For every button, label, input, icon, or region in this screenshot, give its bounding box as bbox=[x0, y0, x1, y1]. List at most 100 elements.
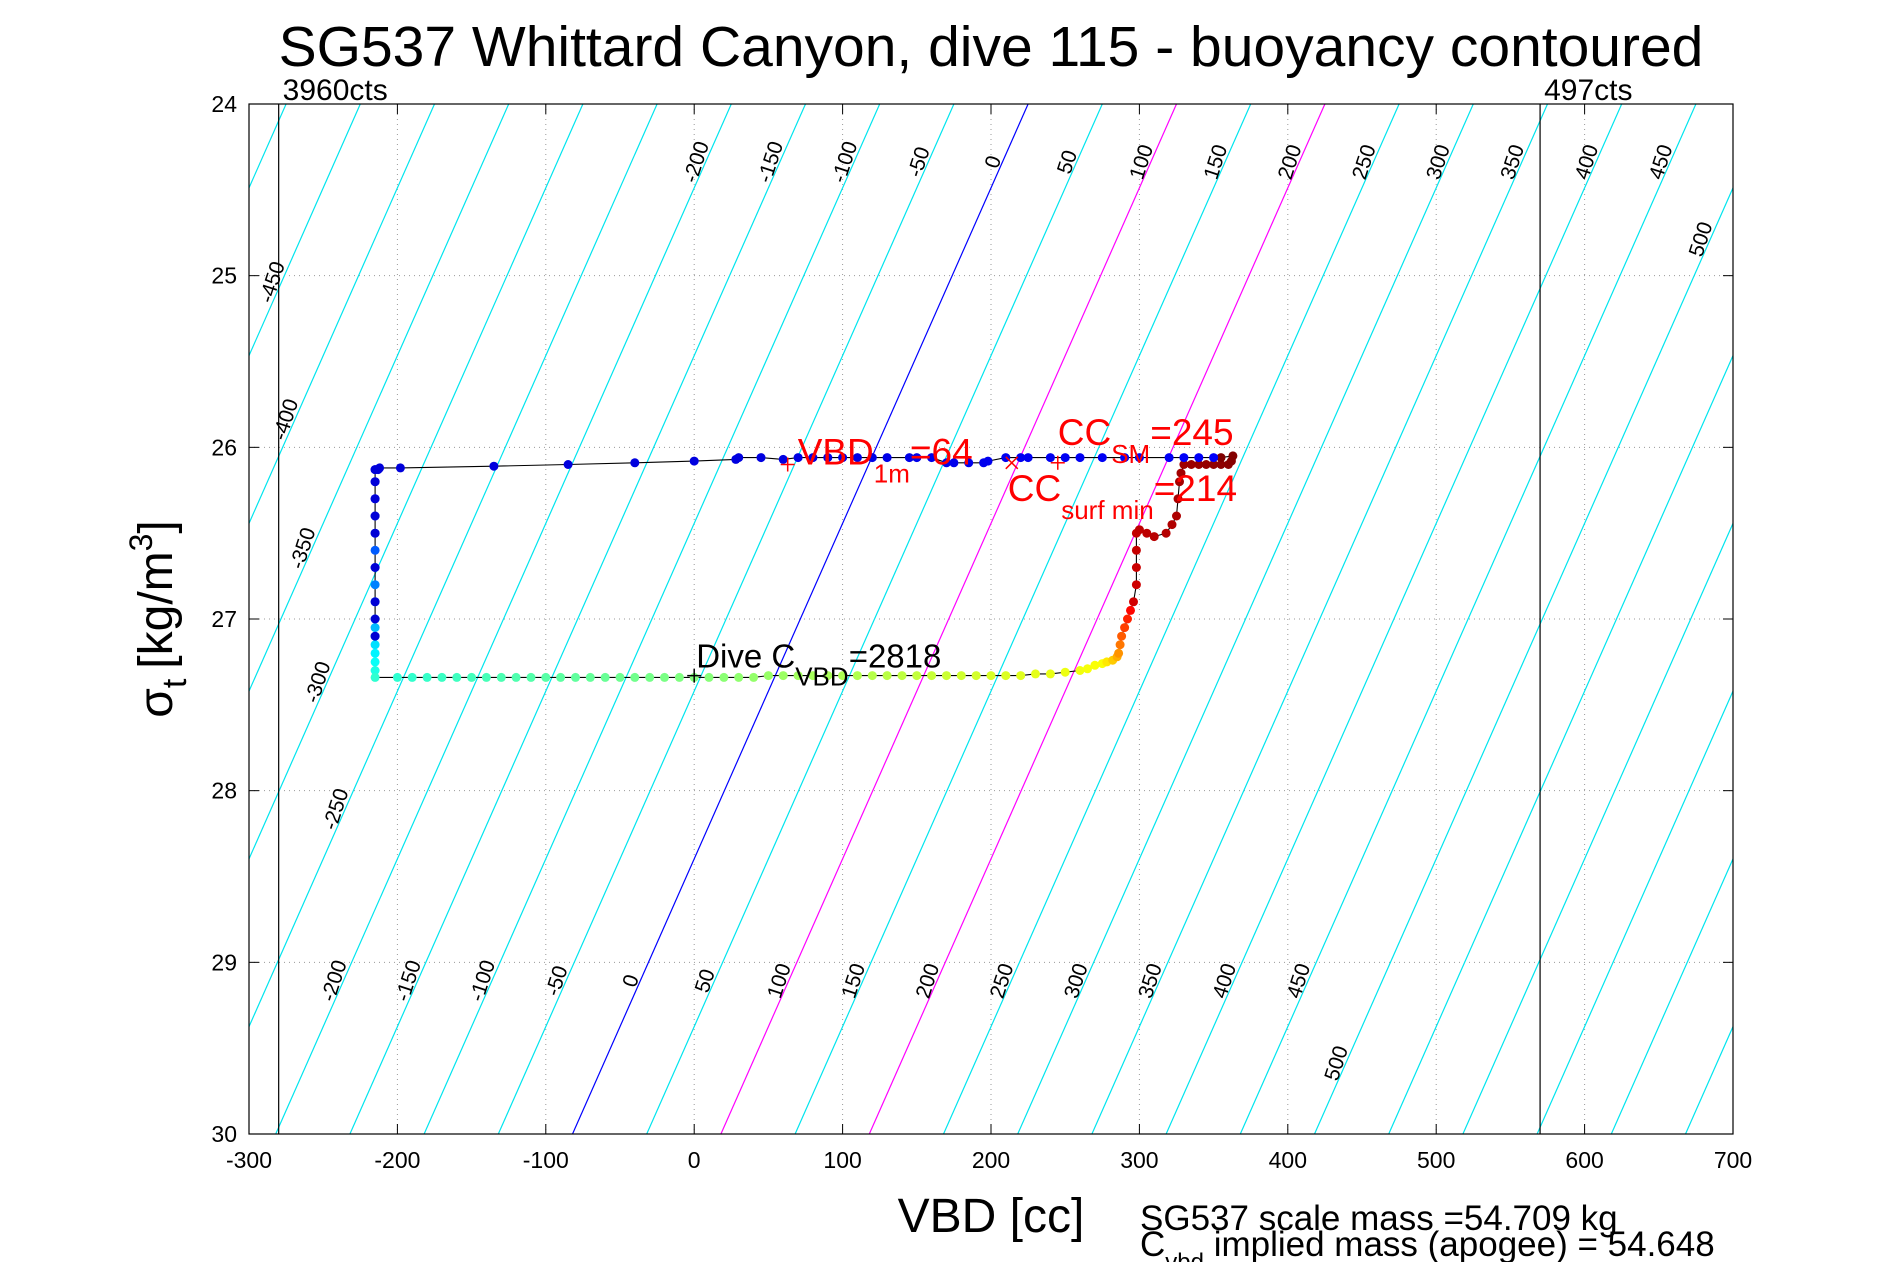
dive-point bbox=[467, 672, 477, 682]
dive-point bbox=[778, 454, 788, 464]
dive-point bbox=[489, 461, 499, 471]
dive-point bbox=[1175, 477, 1184, 487]
dive-point bbox=[615, 672, 625, 682]
dive-point bbox=[422, 672, 432, 682]
y-tick-label: 30 bbox=[211, 1121, 237, 1147]
dive-point bbox=[731, 454, 741, 464]
dive-point bbox=[912, 453, 922, 463]
dive-point bbox=[1179, 453, 1189, 463]
dive-point bbox=[852, 453, 862, 463]
contour-line bbox=[349, 104, 807, 1134]
dive-point bbox=[1186, 460, 1196, 469]
x-tick-label: 200 bbox=[972, 1147, 1010, 1173]
dive-point bbox=[882, 671, 892, 681]
y-tick-label: 29 bbox=[211, 949, 237, 975]
dive-point bbox=[823, 671, 833, 681]
dive-point bbox=[793, 671, 803, 681]
y-tick-label: 24 bbox=[211, 91, 237, 117]
buoyancy-contours bbox=[249, 104, 1733, 1134]
dive-point bbox=[1209, 460, 1219, 469]
dive-point bbox=[838, 453, 848, 463]
dive-point bbox=[370, 580, 380, 590]
dive-point bbox=[852, 671, 862, 681]
dive-point bbox=[370, 631, 380, 641]
contour-line bbox=[1017, 104, 1474, 1134]
contour-line bbox=[942, 104, 1400, 1134]
dive-point bbox=[407, 672, 417, 682]
implied-mass-text: Cvbd implied mass (apogee) = 54.648 bbox=[1140, 1225, 1715, 1262]
dive-point bbox=[511, 672, 521, 682]
dive-point bbox=[370, 648, 380, 658]
x-tick-label: -100 bbox=[523, 1147, 569, 1173]
dive-point bbox=[1216, 460, 1226, 469]
x-tick-label: -300 bbox=[226, 1147, 272, 1173]
implied-mass-sub: vbd bbox=[1165, 1249, 1204, 1262]
dive-point bbox=[927, 671, 937, 681]
contour-line bbox=[720, 104, 1178, 1134]
dive-point bbox=[556, 672, 566, 682]
dive-point bbox=[370, 563, 380, 572]
contour-line bbox=[571, 104, 1029, 1134]
dive-point bbox=[1120, 453, 1130, 463]
dive-point bbox=[1060, 667, 1070, 677]
dive-point bbox=[1031, 669, 1040, 679]
contour-line bbox=[249, 104, 361, 358]
dive-point bbox=[370, 657, 380, 667]
dive-point bbox=[1194, 460, 1204, 469]
dive-point bbox=[1172, 511, 1181, 521]
dive-point bbox=[370, 597, 380, 607]
y-axis-label-close: ] bbox=[130, 520, 183, 533]
y-tick-label: 25 bbox=[211, 263, 237, 289]
dive-point bbox=[704, 672, 714, 682]
y-axis-label-main: σ bbox=[130, 688, 183, 718]
dive-point bbox=[778, 671, 788, 681]
dive-point bbox=[496, 672, 506, 682]
vbd-limit-label: 3960cts bbox=[283, 74, 388, 107]
dive-point bbox=[395, 463, 405, 473]
dive-point bbox=[1097, 453, 1107, 463]
dive-point bbox=[927, 453, 937, 463]
dive-point bbox=[904, 453, 914, 463]
implied-mass-rest: implied mass (apogee) = 54.648 bbox=[1204, 1225, 1715, 1262]
contour-line bbox=[1388, 354, 1733, 1134]
y-tick-label: 26 bbox=[211, 434, 237, 460]
dive-point bbox=[1016, 671, 1026, 681]
dive-point bbox=[630, 458, 640, 468]
y-tick-label: 27 bbox=[211, 606, 237, 632]
dive-point bbox=[949, 458, 959, 468]
x-tick-label: 300 bbox=[1120, 1147, 1158, 1173]
dive-point bbox=[979, 458, 989, 468]
dive-point bbox=[1045, 669, 1055, 679]
axis-ticks: -300 -200 -100 0 100 200 300 400 500 600 700 24 25 26… bbox=[211, 91, 1752, 1173]
dive-point bbox=[370, 511, 380, 521]
dive-point bbox=[370, 672, 380, 682]
contour-line bbox=[1536, 689, 1733, 1134]
dive-point bbox=[370, 623, 380, 633]
x-tick-label: -200 bbox=[374, 1147, 420, 1173]
dive-point bbox=[756, 453, 766, 463]
x-tick-label: 400 bbox=[1269, 1147, 1307, 1173]
dive-point bbox=[964, 458, 974, 468]
dive-point bbox=[1164, 453, 1174, 463]
dive-point bbox=[370, 528, 380, 538]
dive-point bbox=[645, 672, 655, 682]
dive-point bbox=[1075, 666, 1085, 675]
dive-point bbox=[1126, 605, 1135, 615]
ref-marker-x-b bbox=[1005, 456, 1019, 470]
dive-point bbox=[392, 672, 402, 682]
dive-point bbox=[370, 640, 380, 650]
dive-path-line bbox=[374, 455, 1234, 678]
dive-point bbox=[600, 672, 610, 682]
grid-lines bbox=[249, 104, 1733, 1134]
dive-point bbox=[808, 671, 818, 681]
dive-point bbox=[630, 672, 640, 682]
x-tick-label: 0 bbox=[688, 1147, 701, 1173]
dive-points bbox=[370, 451, 1238, 682]
ref-label: CCsurf min=214 bbox=[1008, 468, 1237, 525]
svg-text:σt[kg/m3]: σt [kg/m3] bbox=[123, 520, 194, 718]
dive-point bbox=[1023, 453, 1033, 463]
dive-point bbox=[838, 671, 848, 681]
